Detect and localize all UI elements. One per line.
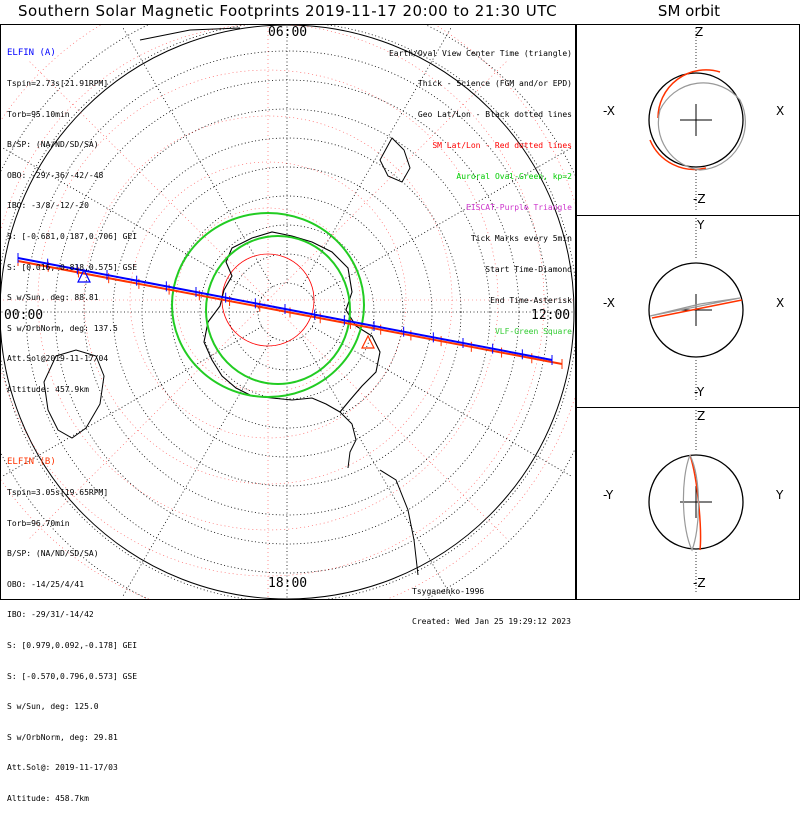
sm-lat-circle: [37, 69, 499, 531]
antarctic-peninsula: [339, 411, 357, 469]
globe-outline: [1, 25, 575, 599]
elfin-a-line: Tspin=2.73s[21.91RPM]: [7, 79, 109, 88]
orbit2-elfin-a-path: [649, 297, 741, 317]
footprint-map: [1, 25, 746, 599]
elfin-a-line: Att.Sol@2019-11-17/04: [7, 354, 109, 364]
plot-title: Southern Solar Magnetic Footprints 2019-…: [17, 2, 558, 20]
elfin-b-info: ELFIN (B) Tspin=3.05s[19.65RPM] Torb=96.…: [7, 437, 137, 814]
elfin-a-line: Altitude: 457.9km: [7, 384, 89, 394]
legend-item: SM Lat/Lon - Red dotted lines: [432, 141, 572, 151]
sm-lon-line: [27, 299, 269, 541]
auroral-oval-outer: [171, 212, 365, 398]
elfin-b-line: OBO: -14/25/4/41: [7, 579, 85, 589]
mlt-label-00: 00:00: [4, 308, 44, 323]
created-timestamp: Created: Wed Jan 25 19:29:12 2023: [412, 617, 571, 626]
orbit1-right-label: X: [776, 104, 785, 118]
elfin-b-line: Altitude: 458.7km: [7, 793, 89, 803]
orbit1-earth-circle: [648, 72, 744, 168]
sm-orbit-title: SM orbit: [657, 2, 721, 20]
legend-item: Earth/Oval View Center Time (triangle): [388, 48, 572, 58]
elfin-b-line: B/SP: (NA/ND/SD/SA): [7, 549, 99, 559]
elfin-b-line: Att.Sol@: 2019-11-17/03: [7, 763, 118, 773]
geo-lat-circle: [83, 108, 491, 516]
elfin-a-line: IBO: -3/8/-12/-20: [7, 201, 89, 211]
orbit3-right-label: Y: [776, 488, 784, 502]
geo-lat-circle: [199, 224, 375, 400]
geo-lon-line: [311, 326, 573, 478]
elfin-a-name: ELFIN (A): [7, 48, 56, 59]
legend-item: End Time-Asterisk: [490, 295, 572, 305]
map-legend: Earth/Oval View Center Time (triangle) T…: [389, 28, 572, 347]
orbit3-top-label: Z: [697, 409, 706, 423]
elfin-b-line: IBO: -29/31/-14/42: [7, 610, 94, 620]
sm-lon-line: [267, 59, 509, 301]
orbit1-left-label: -X: [603, 104, 615, 118]
orbit3-bottom-label: -Z: [693, 576, 706, 590]
legend-item: Start Time-Diamond: [485, 264, 572, 274]
orbit1-elfin-a-path: [657, 82, 746, 171]
geo-lon-line: [121, 26, 273, 288]
orbit3-left-label: -Y: [603, 488, 614, 502]
orbit2-top-label: Y: [697, 218, 705, 232]
elfin-b-line: Tspin=3.05s[19.65RPM]: [7, 488, 109, 497]
orbit2-left-label: -X: [603, 296, 615, 310]
elfin-b-line: S: [0.979,0.092,-0.178] GEI: [7, 640, 138, 650]
orbit3-elfin-a-path: [682, 454, 700, 552]
orbit2-bottom-label: -Y: [694, 385, 705, 399]
mlt-label-12: 12:00: [531, 308, 571, 323]
geo-lon-line: [1, 326, 263, 478]
auroral-oval-inner: [205, 235, 351, 385]
orbit1-bottom-label: -Z: [693, 192, 706, 206]
elfin-a-line: B/SP: (NA/ND/SD/SA): [7, 140, 99, 150]
south-america-coast: [379, 469, 419, 576]
elfin-a-center-triangle: [77, 268, 91, 283]
elfin-a-info: ELFIN (A) Tspin=2.73s[21.91RPM] Torb=95.…: [7, 28, 137, 405]
new-zealand-coast: [379, 137, 411, 183]
elfin-a-line: OBO: -29/-36/-42/-48: [7, 170, 104, 180]
north-coast: [139, 27, 241, 41]
legend-item: Tick Marks every 5min: [470, 233, 572, 243]
elfin-a-line: Torb=95.10min: [7, 109, 70, 119]
mlt-label-18: 18:00: [268, 576, 308, 591]
elfin-b-line: S w/OrbNorm, deg: 29.81: [7, 732, 118, 742]
orbit1-top-label: Z: [695, 25, 704, 39]
geo-lat-circle: [112, 137, 462, 487]
geo-lon-line: [1, 146, 263, 298]
orbit2-right-label: X: [776, 296, 785, 310]
elfin-b-line: S: [-0.570,0.796,0.573] GSE: [7, 671, 138, 681]
elfin-b-name: ELFIN (B): [7, 457, 56, 468]
orbit2-elfin-b-path: [651, 299, 743, 319]
elfin-b-center-triangle: [361, 334, 375, 349]
model-credit: Tsyganenko-1996: [412, 587, 485, 596]
sm-lat-circle: [129, 161, 407, 439]
geo-lon-line: [311, 146, 573, 298]
elfin-a-line: S: [0.016,-0.818,0.575] GSE: [7, 262, 138, 272]
australia-coast: [43, 349, 105, 439]
credits: Tsyganenko-1996 Created: Wed Jan 25 19:2…: [412, 567, 571, 637]
map-layer: [1, 25, 575, 599]
sm-lon-line: [267, 299, 509, 541]
legend-item: VLF-Green Square: [494, 326, 572, 336]
elfin-a-line: S w/OrbNorm, deg: 137.5: [7, 323, 118, 333]
orbit2-earth-circle: [648, 262, 744, 358]
elfin-a-line: S w/Sun, deg: 88.81: [7, 293, 99, 303]
geo-lat-circle: [170, 195, 404, 429]
geo-lon-line: [121, 336, 273, 598]
legend-item: Thick - Science (FGM and/or EPD): [417, 79, 572, 89]
legend-item: Geo Lat/Lon - Black dotted lines: [417, 110, 572, 120]
legend-item: EISCAT-Purple Triangle: [466, 203, 572, 213]
elfin-a-line: S: [-0.681,0.187,0.706] GEI: [7, 231, 138, 241]
geo-lon-line: [301, 26, 453, 288]
elfin-b-line: S w/Sun, deg: 125.0: [7, 702, 99, 712]
elfin-b-line: Torb=96.70min: [7, 518, 70, 528]
orbit3-earth-circle: [648, 454, 744, 550]
sm-lon-line: [27, 59, 269, 301]
geo-lon-line: [301, 336, 453, 598]
legend-item: Auroral Oval-Green, kp=2: [456, 172, 572, 182]
mlt-label-06: 06:00: [268, 25, 308, 40]
